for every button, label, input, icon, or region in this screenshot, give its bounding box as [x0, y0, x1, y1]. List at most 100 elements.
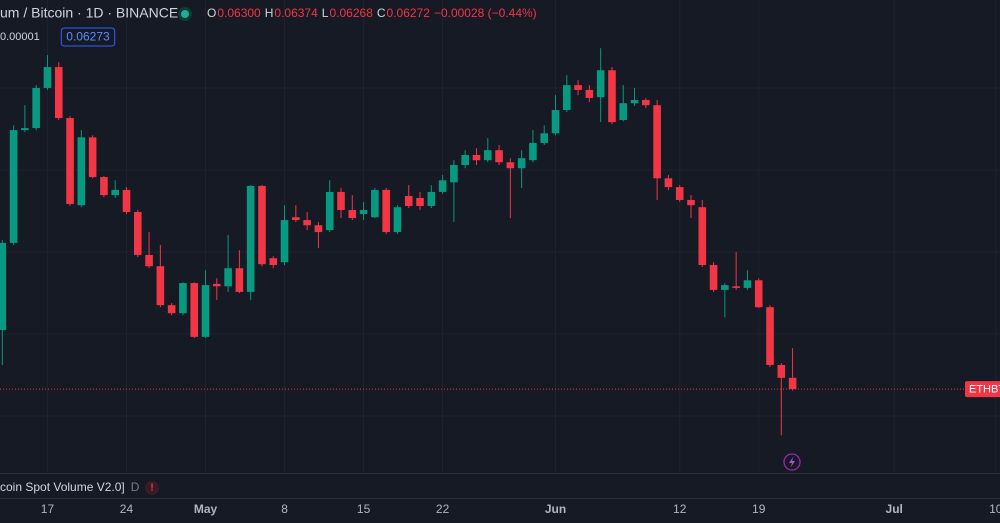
- price-badge: 0.06273: [66, 30, 110, 44]
- event-icon[interactable]: [783, 453, 801, 471]
- candle-body: [122, 189, 131, 213]
- candle-body: [382, 189, 390, 233]
- candle-body: [642, 99, 650, 106]
- candle-body: [213, 283, 221, 287]
- candle-body: [21, 128, 29, 131]
- candle-body: [585, 89, 594, 98]
- candle-body: [337, 191, 345, 210]
- candle-body: [551, 110, 560, 134]
- ohlc-key: H: [265, 6, 274, 20]
- candles: [0, 48, 797, 436]
- x-tick-label: 8: [281, 502, 288, 516]
- candle-body: [698, 207, 707, 266]
- candle-body: [675, 187, 684, 200]
- candle-body: [506, 162, 515, 169]
- candle-body: [167, 305, 176, 314]
- candle-body: [721, 285, 729, 290]
- candle-body: [325, 191, 334, 231]
- candle-body: [66, 118, 74, 204]
- candle-body: [258, 185, 266, 265]
- x-tick-label: Jul: [886, 502, 903, 516]
- last-price-label: ETHBT: [969, 383, 1000, 395]
- candle-body: [292, 217, 300, 221]
- candle-body: [303, 220, 311, 226]
- price-badge-box: [60, 27, 116, 47]
- candle-body: [495, 150, 503, 163]
- candle-body: [54, 67, 63, 119]
- candle-body: [540, 133, 549, 143]
- candle-body: [461, 154, 469, 166]
- x-tick-label: 15: [357, 502, 371, 516]
- candle-body: [630, 99, 639, 104]
- candle-body: [743, 280, 752, 288]
- candle-body: [133, 212, 142, 255]
- candle-body: [777, 364, 786, 378]
- candle-body: [359, 209, 368, 215]
- candle-body: [348, 209, 357, 219]
- ohlc-value: 0.06268: [329, 6, 373, 20]
- ohlc-value: 0.06300: [217, 6, 261, 20]
- scale-note: 0.00001: [0, 31, 40, 43]
- candle-body: [766, 307, 774, 365]
- event-bolt: [789, 456, 795, 468]
- candle-body: [156, 266, 165, 306]
- candle-body: [438, 180, 447, 192]
- candle-body: [224, 268, 232, 287]
- x-tick-label: 24: [120, 502, 134, 516]
- x-tick-label: May: [194, 502, 218, 516]
- candle-body: [608, 70, 616, 123]
- change: −0.00028 (−0.44%): [434, 6, 537, 20]
- candle-body: [371, 189, 379, 218]
- candle-body: [754, 280, 763, 308]
- candle-body: [404, 195, 413, 206]
- symbol-title: um / Bitcoin · 1D · BINANCE: [0, 5, 178, 21]
- overlay: um / Bitcoin · 1D · BINANCE 0.00001 0.06…: [0, 5, 1000, 516]
- candle-body: [709, 265, 718, 290]
- candle-body: [574, 85, 582, 90]
- candle-body: [788, 377, 797, 390]
- candle-body: [416, 197, 424, 206]
- ohlc-key: C: [377, 6, 386, 20]
- x-tick-label: 10: [989, 502, 1000, 516]
- ohlc-value: 0.06374: [274, 6, 318, 20]
- candle-body: [77, 137, 86, 206]
- warning-icon[interactable]: [145, 481, 159, 495]
- candle-body: [664, 178, 673, 188]
- candle-body: [145, 254, 153, 267]
- candle-body: [0, 242, 7, 331]
- candle-body: [450, 165, 458, 183]
- candle-body: [427, 191, 436, 206]
- candle-body: [517, 158, 526, 169]
- candle-body: [280, 220, 289, 263]
- candle-body: [100, 177, 108, 196]
- candle-body: [483, 150, 492, 161]
- x-tick-label: Jun: [545, 502, 566, 516]
- ohlc-value: 0.06272: [387, 6, 431, 20]
- candle-body: [201, 285, 210, 337]
- candle-body: [190, 283, 199, 337]
- indicator-name: coin Spot Volume V2.0]: [0, 480, 125, 494]
- candle-body: [563, 85, 571, 111]
- candle-body: [179, 283, 187, 314]
- x-tick-label: 12: [673, 502, 687, 516]
- candle-body: [269, 258, 278, 266]
- status-dot: [181, 10, 189, 18]
- candle-body: [88, 137, 97, 178]
- indicator-flag: D: [131, 480, 140, 494]
- x-tick-label: 17: [41, 502, 55, 516]
- ohlc-key: O: [207, 6, 216, 20]
- candle-body: [619, 103, 628, 121]
- candle-body: [314, 225, 323, 233]
- candle-body: [472, 154, 481, 161]
- x-tick-label: 22: [436, 502, 450, 516]
- warning-mark: !: [150, 483, 153, 494]
- candle-body: [653, 105, 661, 179]
- candle-body: [111, 189, 119, 196]
- candle-body: [9, 130, 18, 243]
- candle-body: [732, 286, 740, 288]
- candle-body: [529, 142, 537, 161]
- candle-body: [393, 207, 402, 233]
